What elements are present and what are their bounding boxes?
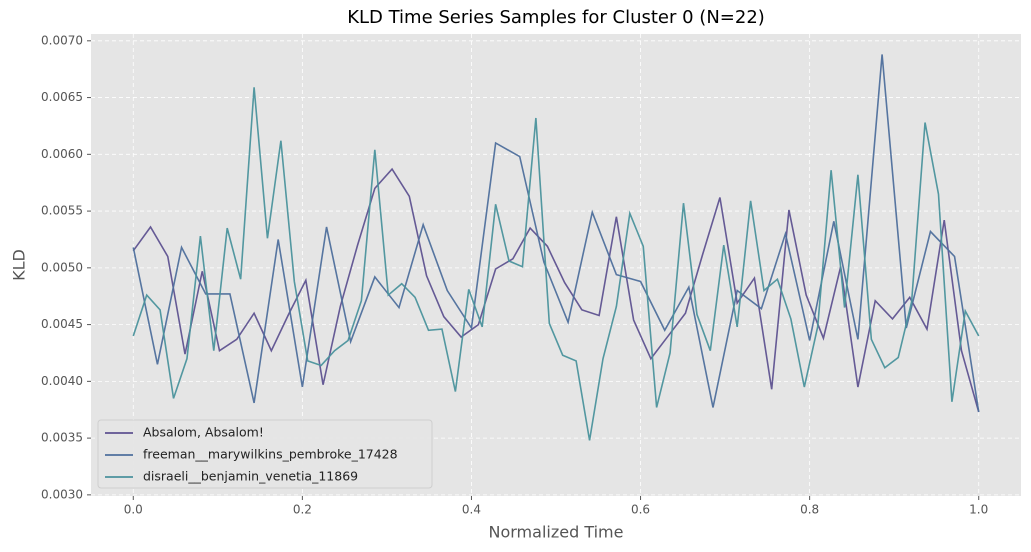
x-tick-label: 0.0	[124, 503, 143, 517]
y-tick-label: 0.0035	[41, 431, 83, 445]
x-axis-label: Normalized Time	[489, 523, 624, 542]
legend: Absalom, Absalom! freeman__marywilkins_pe…	[97, 419, 433, 489]
y-tick-label: 0.0065	[41, 90, 83, 104]
x-tick-label: 0.8	[800, 503, 819, 517]
series-line	[132, 167, 980, 413]
legend-label: Absalom, Absalom!	[143, 425, 264, 440]
y-tick-label: 0.0050	[41, 260, 83, 274]
x-tick-label: 0.2	[293, 503, 312, 517]
y-axis-label: KLD	[10, 249, 29, 281]
y-tick-label: 0.0045	[41, 317, 83, 331]
y-tick-label: 0.0060	[41, 147, 83, 161]
legend-label: freeman__marywilkins_pembroke_17428	[143, 447, 398, 462]
legend-box	[97, 419, 433, 489]
chart-title: KLD Time Series Samples for Cluster 0 (N…	[347, 7, 765, 28]
legend-label: disraeli__benjamin_venetia_11869	[143, 469, 358, 484]
x-tick-label: 1.0	[969, 503, 988, 517]
x-tick-label: 0.6	[631, 503, 650, 517]
x-tick-label: 0.4	[462, 503, 481, 517]
series-line	[132, 87, 980, 441]
y-tick-label: 0.0040	[41, 374, 83, 388]
y-tick-label: 0.0070	[41, 33, 83, 47]
lines	[132, 54, 980, 441]
ticks: 0.00300.00350.00400.00450.00500.00550.00…	[41, 33, 988, 516]
y-tick-label: 0.0055	[41, 204, 83, 218]
y-tick-label: 0.0030	[41, 487, 83, 501]
